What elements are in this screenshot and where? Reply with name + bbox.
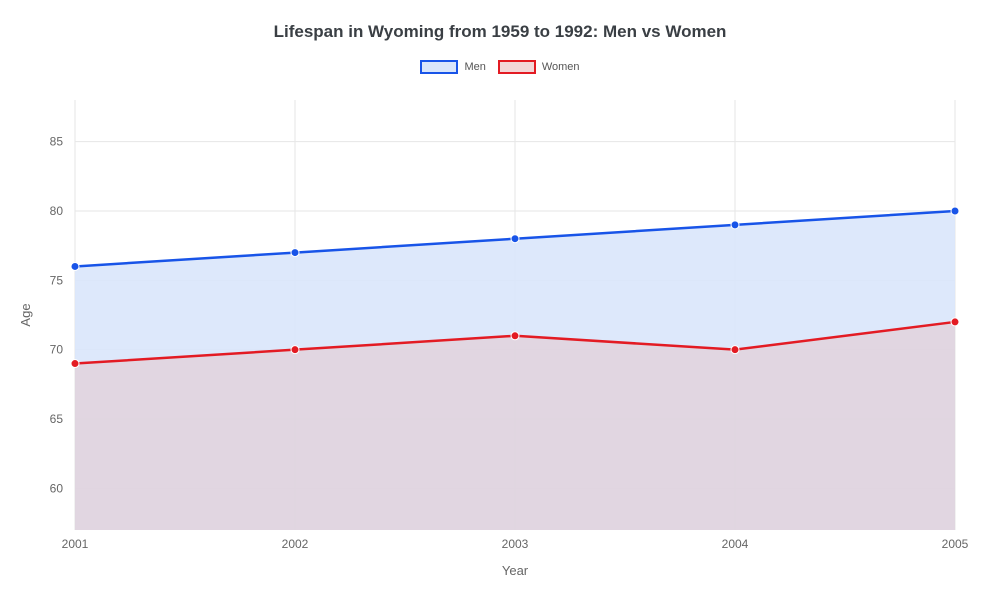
x-tick-label: 2003 (502, 537, 529, 551)
marker-men[interactable] (951, 207, 959, 215)
marker-men[interactable] (291, 249, 299, 257)
x-tick-label: 2005 (942, 537, 969, 551)
marker-women[interactable] (511, 332, 519, 340)
y-tick-label: 70 (50, 343, 64, 357)
x-tick-label: 2002 (282, 537, 309, 551)
y-axis-label: Age (18, 303, 33, 326)
chart-svg: 2001 2002 2003 2004 2005 60 65 70 75 80 85 Year Age (0, 0, 1000, 600)
marker-women[interactable] (71, 360, 79, 368)
marker-men[interactable] (71, 262, 79, 270)
marker-women[interactable] (951, 318, 959, 326)
y-tick-label: 65 (50, 412, 64, 426)
x-tick-label: 2004 (722, 537, 749, 551)
marker-women[interactable] (731, 346, 739, 354)
x-tick-label: 2001 (62, 537, 89, 551)
marker-men[interactable] (511, 235, 519, 243)
y-tick-label: 80 (50, 204, 64, 218)
marker-men[interactable] (731, 221, 739, 229)
y-tick-label: 60 (50, 481, 64, 495)
marker-women[interactable] (291, 346, 299, 354)
y-tick-label: 75 (50, 273, 64, 287)
chart-container: Lifespan in Wyoming from 1959 to 1992: M… (0, 0, 1000, 600)
y-tick-label: 85 (50, 135, 64, 149)
x-axis-label: Year (502, 563, 529, 578)
